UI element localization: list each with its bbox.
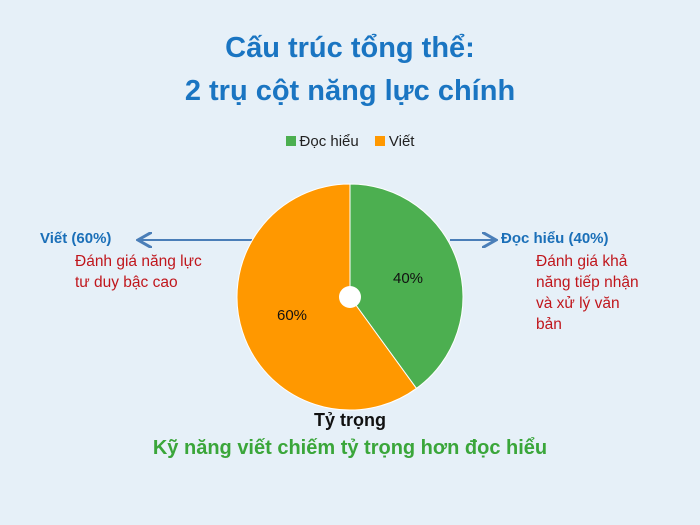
legend-swatch bbox=[374, 136, 385, 146]
legend-label: Đọc hiểu bbox=[299, 133, 359, 150]
legend-item-viet: Viết bbox=[374, 133, 415, 150]
pie-slice-viet bbox=[236, 183, 418, 411]
slide-title-line1: Cấu trúc tổng thể: bbox=[225, 32, 475, 64]
pie-slice-doc-hieu bbox=[349, 183, 464, 390]
legend-item-doc-hieu: Đọc hiểu bbox=[285, 133, 359, 150]
pie-hole bbox=[339, 286, 361, 308]
data-label-viet: 60% bbox=[277, 307, 307, 324]
chart-title: Tỷ trọng bbox=[314, 410, 386, 430]
left-note-title: Viết (60%) bbox=[40, 230, 112, 247]
data-label-doc-hieu: 40% bbox=[393, 270, 423, 287]
chart-legend: Đọc hiểu Viết bbox=[0, 133, 700, 150]
right-note-title: Đọc hiểu (40%) bbox=[501, 230, 609, 247]
legend-swatch bbox=[285, 136, 296, 146]
left-note-desc: Đánh giá năng lực tư duy bậc cao bbox=[75, 253, 202, 291]
conclusion-text: Kỹ năng viết chiếm tỷ trọng hơn đọc hiểu bbox=[152, 437, 548, 459]
slide-title-line2: 2 trụ cột năng lực chính bbox=[184, 75, 516, 107]
legend-label: Viết bbox=[388, 133, 415, 150]
right-note-desc: Đánh giá khả năng tiếp nhận và xử lý văn… bbox=[536, 253, 639, 333]
